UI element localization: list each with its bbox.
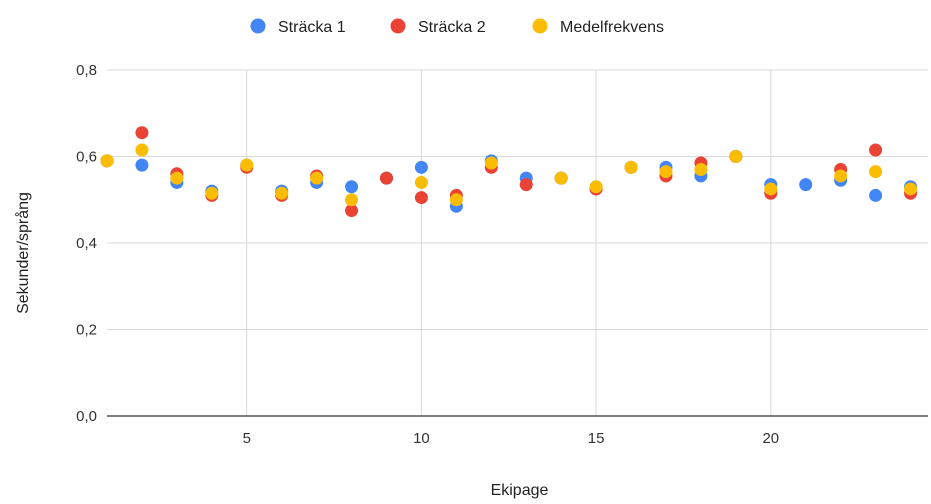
data-point xyxy=(275,186,289,200)
y-tick-label: 0,6 xyxy=(76,149,97,166)
x-tick-label: 20 xyxy=(762,430,779,447)
data-point xyxy=(205,186,219,200)
data-point xyxy=(834,169,848,183)
data-point xyxy=(869,188,883,202)
data-point xyxy=(729,150,743,163)
y-axis-ticks: 0,0 0,2 0,4 0,6 0,8 xyxy=(76,62,97,425)
y-axis-title: Sekunder/språng xyxy=(14,192,32,314)
data-point xyxy=(414,175,428,189)
data-point xyxy=(414,191,428,205)
data-point xyxy=(589,180,603,194)
data-point xyxy=(449,193,463,207)
data-point xyxy=(519,178,533,192)
data-point xyxy=(170,171,184,185)
y-tick-label: 0,0 xyxy=(76,408,97,425)
legend-marker xyxy=(532,18,548,34)
data-points xyxy=(100,126,918,218)
x-tick-label: 10 xyxy=(413,430,430,447)
legend-label: Sträcka 1 xyxy=(278,19,346,36)
data-point xyxy=(345,204,359,218)
y-tick-label: 0,4 xyxy=(76,235,97,252)
data-point xyxy=(310,171,324,185)
data-point xyxy=(100,154,114,168)
data-point xyxy=(135,158,149,172)
series-2 xyxy=(100,126,918,218)
data-point xyxy=(240,158,254,172)
x-tick-label: 15 xyxy=(588,430,605,447)
data-point xyxy=(345,193,359,207)
x-axis-ticks: 5 10 15 20 xyxy=(243,430,780,447)
data-point xyxy=(379,171,393,185)
data-point xyxy=(694,162,708,176)
legend-label: Sträcka 2 xyxy=(418,19,486,36)
legend-label: Medelfrekvens xyxy=(560,19,664,36)
y-tick-label: 0,8 xyxy=(76,62,97,79)
data-point xyxy=(484,156,498,170)
y-tick-label: 0,2 xyxy=(76,322,97,339)
data-point xyxy=(135,126,149,140)
grid-lines xyxy=(107,69,928,416)
data-point xyxy=(414,160,428,174)
data-point xyxy=(799,178,813,192)
data-point xyxy=(345,180,359,194)
data-point xyxy=(869,143,883,157)
x-axis-title: Ekipage xyxy=(491,482,549,499)
data-point xyxy=(869,165,883,179)
legend-marker xyxy=(250,18,266,34)
legend: Sträcka 1 Sträcka 2 Medelfrekvens xyxy=(250,18,664,36)
data-point xyxy=(554,171,568,185)
data-point xyxy=(764,182,778,196)
data-point xyxy=(624,160,638,174)
legend-marker xyxy=(390,18,406,34)
data-point xyxy=(135,143,149,157)
x-tick-label: 5 xyxy=(243,430,251,447)
series-3 xyxy=(100,143,918,207)
data-point xyxy=(659,165,673,179)
data-point xyxy=(904,182,918,196)
series-1 xyxy=(100,150,918,213)
